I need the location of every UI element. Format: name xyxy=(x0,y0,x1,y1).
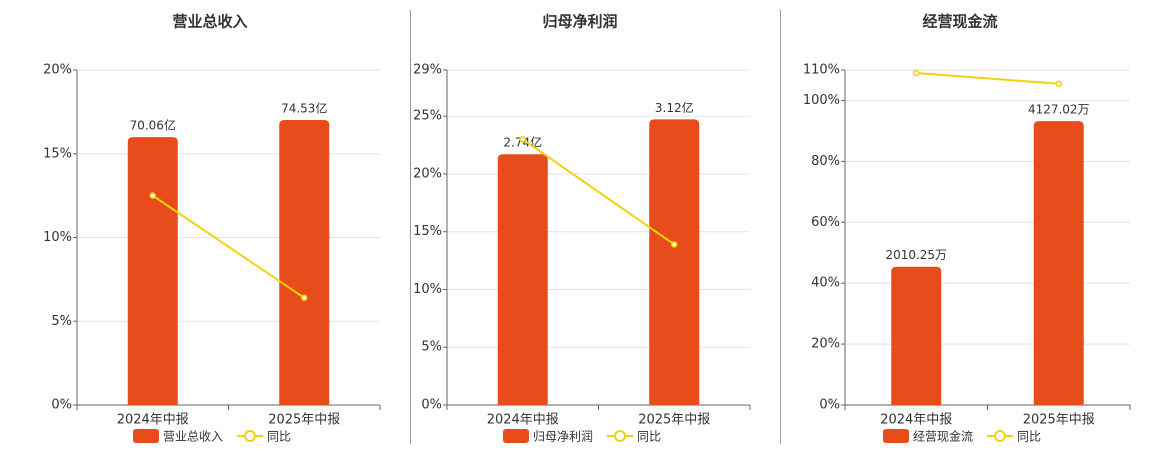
y-tick-label: 0% xyxy=(51,398,72,413)
legend-label: 同比 xyxy=(267,430,291,444)
x-tick-label: 2025年中报 xyxy=(638,413,710,428)
y-tick-label: 10% xyxy=(43,230,72,245)
x-tick-label: 2025年中报 xyxy=(1023,413,1095,428)
y-tick-label: 80% xyxy=(811,154,840,169)
y-tick-label: 5% xyxy=(51,314,72,329)
bar xyxy=(1033,121,1084,405)
y-tick-label: 15% xyxy=(43,146,72,161)
value-label: 4127.02万 xyxy=(1028,103,1090,117)
value-label: 2010.25万 xyxy=(885,248,947,262)
bar xyxy=(279,119,330,406)
line-point xyxy=(149,192,156,199)
legend-label: 营业总收入 xyxy=(163,430,223,444)
y-tick-label: 20% xyxy=(811,337,840,352)
y-tick-label: 5% xyxy=(421,340,442,355)
line-point xyxy=(1055,80,1062,87)
chart-title: 经营现金流 xyxy=(922,13,997,31)
y-tick-label: 110% xyxy=(803,63,840,78)
y-tick-label: 0% xyxy=(421,398,442,413)
y-tick-label: 10% xyxy=(413,282,442,297)
bar xyxy=(497,154,548,405)
y-tick-label: 60% xyxy=(811,215,840,230)
legend-marker xyxy=(244,430,257,442)
y-tick-label: 25% xyxy=(413,109,442,124)
value-label: 74.53亿 xyxy=(281,100,327,115)
line-series xyxy=(152,194,305,299)
line-point xyxy=(671,241,678,248)
y-tick-label: 100% xyxy=(803,93,840,108)
bar xyxy=(127,137,178,405)
legend-label: 归母净利润 xyxy=(533,430,593,444)
legend-label: 同比 xyxy=(1017,430,1041,444)
y-tick-label: 20% xyxy=(43,63,72,78)
legend-swatch xyxy=(133,429,159,443)
legend-swatch xyxy=(503,429,529,443)
y-tick-label: 15% xyxy=(413,224,442,239)
y-tick-label: 0% xyxy=(819,398,840,413)
chart-title: 归母净利润 xyxy=(542,13,617,31)
line-point xyxy=(913,69,920,77)
legend-marker xyxy=(614,430,627,442)
x-tick-label: 2025年中报 xyxy=(268,413,340,428)
x-tick-label: 2024年中报 xyxy=(487,413,559,428)
legend-swatch xyxy=(883,429,909,443)
line-point xyxy=(519,136,526,143)
value-label: 70.06亿 xyxy=(130,118,176,133)
line-point xyxy=(301,294,308,302)
y-tick-label: 29% xyxy=(413,63,442,78)
line-series xyxy=(916,72,1059,85)
line-series xyxy=(522,138,675,246)
legend-label: 同比 xyxy=(637,430,661,444)
y-tick-label: 20% xyxy=(413,166,442,181)
value-label: 3.12亿 xyxy=(655,100,694,115)
bar xyxy=(649,119,700,405)
x-tick-label: 2024年中报 xyxy=(117,413,189,428)
bar xyxy=(891,266,942,405)
y-tick-label: 40% xyxy=(811,276,840,291)
chart-title: 营业总收入 xyxy=(172,13,247,31)
legend-marker xyxy=(994,430,1007,442)
x-tick-label: 2024年中报 xyxy=(880,413,952,428)
legend-label: 经营现金流 xyxy=(913,429,973,444)
